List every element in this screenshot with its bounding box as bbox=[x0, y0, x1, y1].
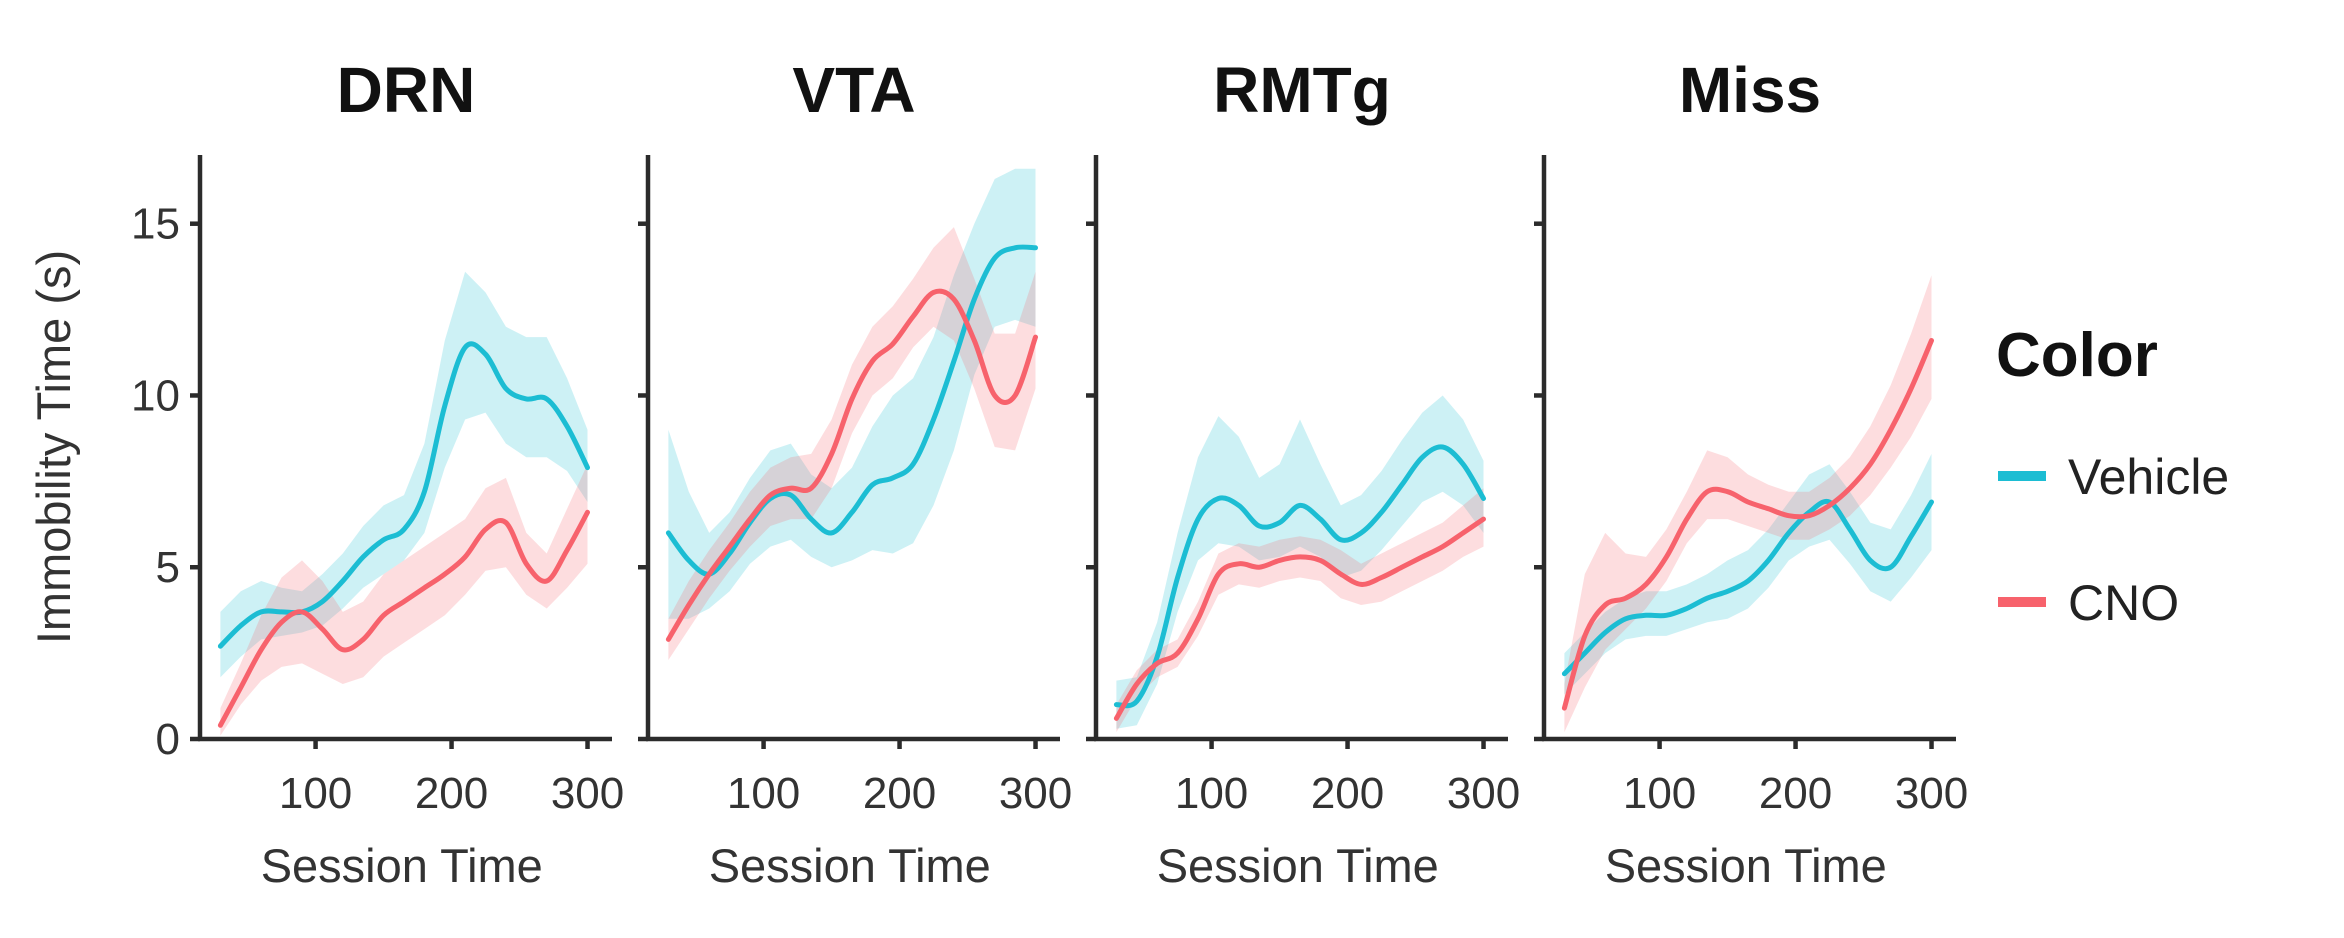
x-tick-label: 300 bbox=[1447, 769, 1520, 818]
vehicle-line bbox=[1561, 498, 1934, 677]
x-axis-label: Session Time bbox=[1605, 839, 1887, 892]
vehicle-line bbox=[217, 341, 590, 649]
y-tick-label: 5 bbox=[156, 543, 180, 592]
x-tick-label: 100 bbox=[279, 769, 352, 818]
y-axis-label: Immobility Time (s) bbox=[27, 250, 80, 644]
legend-label-cno: CNO bbox=[2068, 575, 2179, 631]
legend: Color Vehicle CNO bbox=[1996, 321, 2229, 631]
x-axis-label: Session Time bbox=[261, 839, 543, 892]
legend-label-vehicle: Vehicle bbox=[2068, 449, 2229, 505]
x-tick-label: 200 bbox=[863, 769, 936, 818]
vehicle-line bbox=[1113, 444, 1486, 709]
y-tick-label: 15 bbox=[131, 200, 180, 249]
cno-line bbox=[1561, 338, 1934, 711]
panel-title: VTA bbox=[792, 54, 915, 126]
vehicle-line bbox=[665, 244, 1038, 577]
x-tick-label: 200 bbox=[415, 769, 488, 818]
x-tick-label: 200 bbox=[1311, 769, 1384, 818]
panel-title: DRN bbox=[337, 54, 476, 126]
x-tick-label: 100 bbox=[1623, 769, 1696, 818]
x-tick-label: 200 bbox=[1759, 769, 1832, 818]
x-tick-label: 100 bbox=[1175, 769, 1248, 818]
cno-line bbox=[1113, 516, 1486, 721]
x-tick-label: 100 bbox=[727, 769, 800, 818]
vehicle-confidence-band bbox=[1116, 395, 1484, 729]
panel-title: Miss bbox=[1679, 54, 1821, 126]
cno-confidence-band bbox=[1116, 488, 1484, 733]
legend-title: Color bbox=[1996, 321, 2158, 390]
x-tick-label: 300 bbox=[999, 769, 1072, 818]
cno-line bbox=[665, 288, 1038, 642]
legend-entries: Vehicle CNO bbox=[1998, 449, 2229, 631]
y-tick-label: 0 bbox=[156, 715, 180, 764]
cno-line bbox=[217, 509, 590, 728]
x-tick-label: 300 bbox=[551, 769, 624, 818]
x-axis-label: Session Time bbox=[1157, 839, 1439, 892]
x-axis-label: Session Time bbox=[709, 839, 991, 892]
x-tick-label: 300 bbox=[1895, 769, 1968, 818]
y-tick-label: 10 bbox=[131, 371, 180, 420]
panel-title: RMTg bbox=[1213, 54, 1391, 126]
